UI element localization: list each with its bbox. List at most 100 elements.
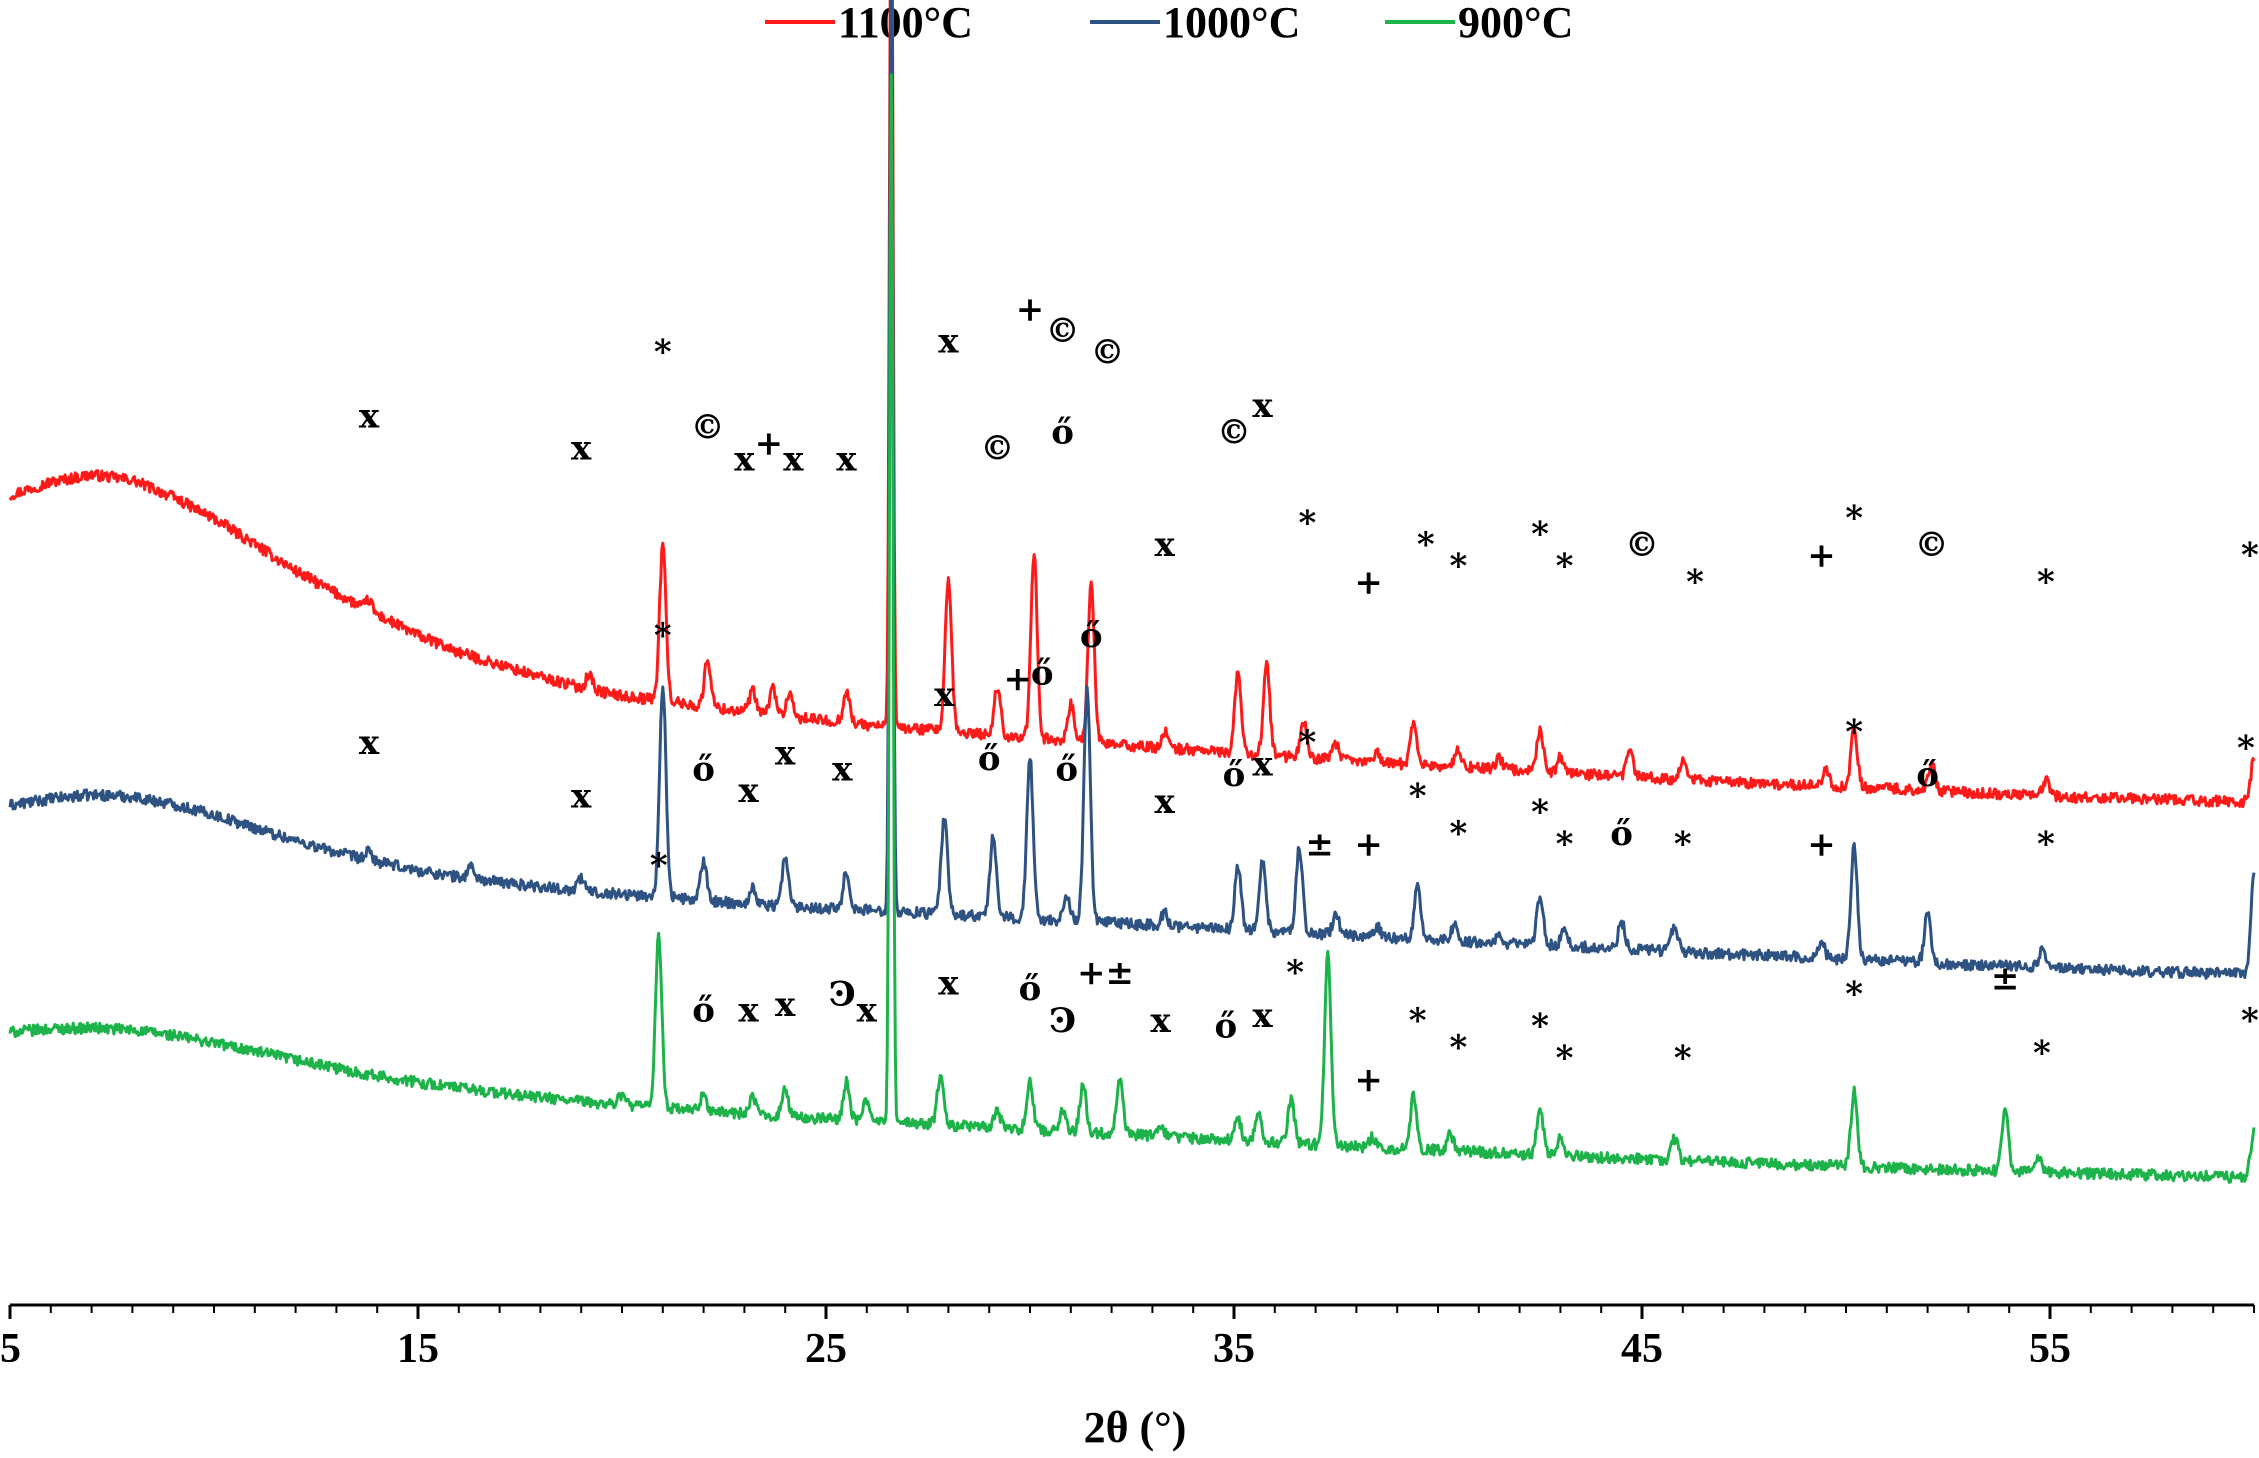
peak-marker: * <box>2033 1033 2051 1073</box>
peak-marker: * <box>1409 776 1427 816</box>
peak-marker: x <box>938 322 959 362</box>
x-tick-label: 15 <box>397 1326 439 1372</box>
x-tick-label: 55 <box>2029 1326 2071 1372</box>
peak-marker: © <box>1091 332 1125 372</box>
peak-marker: x <box>359 723 380 763</box>
peak-marker: © <box>980 429 1014 469</box>
peak-marker: ő <box>1610 814 1633 854</box>
peak-marker: x <box>1252 744 1273 784</box>
peak-marker: x <box>775 734 796 774</box>
peak-marker: x <box>934 675 955 715</box>
legend-label: 900°C <box>1458 0 1573 47</box>
series-line-1000c <box>8 0 2256 980</box>
peak-marker: * <box>1286 953 1304 993</box>
peak-marker: x <box>1154 525 1175 565</box>
peak-marker: x <box>857 990 878 1030</box>
peak-marker: * <box>1450 546 1468 586</box>
peak-marker: x <box>836 439 857 479</box>
peak-marker: x <box>1150 1001 1171 1041</box>
peak-marker: * <box>1674 825 1692 865</box>
peak-annotations: xx*©x+xx*x©+©ő©x©x*+****©*+*©**xx*őxxxxő… <box>359 290 2259 1100</box>
peak-marker: x <box>571 776 592 816</box>
legend: 1100°C 1000°C 900°C <box>765 0 1573 47</box>
peak-marker: * <box>1450 814 1468 854</box>
peak-marker: * <box>650 846 668 886</box>
peak-marker: Ͽ <box>829 974 856 1014</box>
legend-label: 1000°C <box>1163 0 1300 47</box>
series-line-900c <box>8 73 2256 1184</box>
peak-marker: © <box>1915 525 1949 565</box>
peak-marker: * <box>2241 1001 2259 1041</box>
peak-marker: x <box>1252 386 1273 426</box>
peak-marker: x <box>1252 996 1273 1036</box>
peak-marker: * <box>1299 504 1317 544</box>
peak-marker: x <box>734 439 755 479</box>
peak-marker: x <box>571 429 592 469</box>
peak-marker: + <box>1807 825 1836 865</box>
legend-entry-1100c: 1100°C <box>765 0 973 47</box>
series-layer <box>8 0 2256 1184</box>
x-tick-label: 5 <box>0 1326 21 1372</box>
x-tick-label: 35 <box>1213 1326 1255 1372</box>
peak-marker: ± <box>1305 825 1334 865</box>
peak-marker: ő <box>692 750 715 790</box>
peak-marker: * <box>1686 562 1704 602</box>
peak-marker: x <box>832 750 853 790</box>
peak-marker: ő <box>1019 969 1042 1009</box>
peak-marker: * <box>1450 1028 1468 1068</box>
peak-marker: * <box>1556 546 1574 586</box>
peak-marker: + <box>1354 1060 1383 1100</box>
peak-marker: Ͽ <box>1049 1001 1076 1041</box>
x-tick-label: 45 <box>1621 1326 1663 1372</box>
peak-marker: + <box>1354 825 1383 865</box>
peak-marker: * <box>654 332 672 372</box>
peak-marker: ő <box>1080 616 1103 656</box>
peak-marker: ő <box>1055 750 1078 790</box>
peak-marker: x <box>738 990 759 1030</box>
peak-marker: ± <box>1106 953 1135 993</box>
peak-marker: ő <box>692 990 715 1030</box>
series-line-1100c <box>8 0 2256 809</box>
peak-marker: * <box>1531 1007 1549 1047</box>
peak-marker: * <box>1531 793 1549 833</box>
peak-marker: ő <box>978 739 1001 779</box>
x-tick-label: 25 <box>805 1326 847 1372</box>
peak-marker: x <box>1154 782 1175 822</box>
peak-marker: * <box>1556 825 1574 865</box>
peak-marker: * <box>1409 1001 1427 1041</box>
peak-marker: ő <box>1031 653 1054 693</box>
peak-marker: * <box>2037 562 2055 602</box>
x-axis-title: 2θ (°) <box>1084 1403 1187 1452</box>
peak-marker: * <box>1845 498 1863 538</box>
peak-marker: © <box>1046 311 1080 351</box>
peak-marker: ő <box>1051 413 1074 453</box>
peak-marker: * <box>1556 1039 1574 1079</box>
peak-marker: * <box>1845 712 1863 752</box>
peak-marker: + <box>1807 536 1836 576</box>
peak-marker: * <box>654 616 672 656</box>
peak-marker: + <box>1354 562 1383 602</box>
peak-marker: © <box>1625 525 1659 565</box>
peak-marker: ± <box>1991 958 2020 998</box>
peak-marker: x <box>775 985 796 1025</box>
peak-marker: x <box>359 397 380 437</box>
peak-marker: + <box>1004 659 1033 699</box>
peak-marker: ő <box>1214 1007 1237 1047</box>
peak-marker: © <box>1217 413 1251 453</box>
peak-marker: * <box>2037 825 2055 865</box>
peak-marker: * <box>1845 974 1863 1014</box>
peak-marker: + <box>755 423 784 463</box>
peak-marker: ő <box>1916 755 1939 795</box>
x-axis: 5 15 25 35 45 55 <box>0 1303 2255 1372</box>
peak-marker: * <box>1417 525 1435 565</box>
legend-label: 1100°C <box>838 0 973 47</box>
peak-marker: + <box>1077 953 1106 993</box>
peak-marker: x <box>938 964 959 1004</box>
legend-entry-1000c: 1000°C <box>1090 0 1300 47</box>
peak-marker: + <box>1016 290 1045 330</box>
legend-entry-900c: 900°C <box>1385 0 1573 47</box>
peak-marker: x <box>738 771 759 811</box>
peak-marker: © <box>691 407 725 447</box>
peak-marker: * <box>2241 536 2259 576</box>
